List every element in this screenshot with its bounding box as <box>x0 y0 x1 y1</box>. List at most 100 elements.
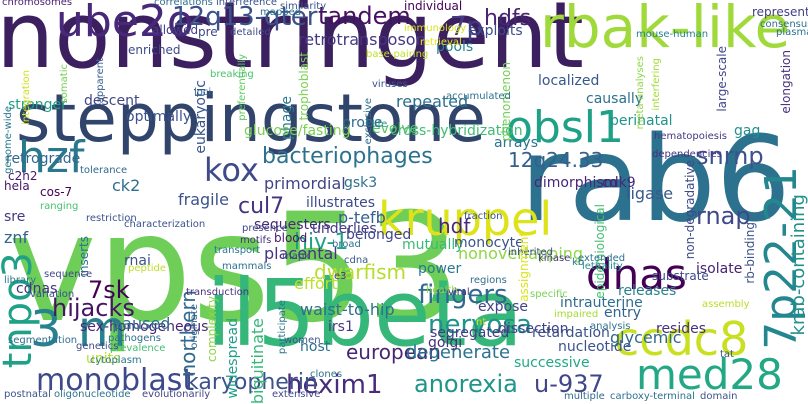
word-library: library <box>4 275 37 286</box>
word-cross-hybridization: cross-hybridization <box>390 123 523 139</box>
word-tolerance: tolerance <box>80 165 128 176</box>
word-somatic: somatic <box>59 64 70 104</box>
word-optimally: optimally <box>126 109 192 125</box>
word-nervosa: nervosa <box>428 310 532 340</box>
word-regions: regions <box>470 275 507 286</box>
word-assignment: assignment <box>517 232 531 302</box>
word-large-scale: large-scale <box>715 46 729 112</box>
word-successive: successive <box>514 355 590 371</box>
word-breaking: breaking <box>210 69 254 80</box>
word-illustrates: illustrates <box>306 195 376 211</box>
word-rnai: rnai <box>124 253 151 269</box>
word-rnap: rnap <box>696 202 751 230</box>
word-widespread: widespread <box>225 318 241 399</box>
word-represent: represent <box>752 5 808 19</box>
word-hiv-1: hiv-1 <box>294 230 349 255</box>
word-specific: specific <box>530 289 568 300</box>
word-sequesters: sequesters <box>254 217 331 233</box>
word-women: women <box>284 335 321 346</box>
word-cytoplasm: cytoplasm <box>90 355 142 366</box>
word-evolutionarily: evolutionarily <box>142 389 211 400</box>
word-mutually: mutually <box>402 237 464 253</box>
word-units: units <box>86 351 121 367</box>
word-pathogens: pathogens <box>108 333 161 344</box>
word-multiple: multiple <box>564 391 605 402</box>
word-ubiquitinate: ubiquitinate <box>248 318 267 404</box>
word-cdna: cdna <box>344 255 369 266</box>
word-12q13-qter: 12q13-qter <box>172 2 318 32</box>
word-similarity: similarity <box>280 1 327 12</box>
word-impaired: impaired <box>554 309 599 320</box>
word-releases: releases <box>618 283 677 299</box>
word-enriched: enriched <box>128 43 181 57</box>
word-nucleotide: nucleotide <box>558 339 632 355</box>
word-genetics: genetics <box>76 341 119 352</box>
word-kox: kox <box>204 151 259 189</box>
word-nt: nt <box>476 317 487 328</box>
word-extended: extended <box>578 253 626 264</box>
word-hijacks: hijacks <box>52 294 135 322</box>
word-non-degradative: non-degradative <box>683 160 697 260</box>
word-arrays: arrays <box>494 135 539 151</box>
word-allowed: allowed <box>152 23 199 37</box>
word-p-tefb: p-tefb <box>338 208 386 227</box>
word-ligase: ligase <box>626 184 674 203</box>
word-lethality: lethality <box>582 261 623 272</box>
word-retrieval: retrieval <box>420 37 462 48</box>
word-descent: descent <box>84 93 140 109</box>
word-immunology: immunology <box>404 23 467 34</box>
word-hdf: hdf <box>438 214 471 238</box>
word-domain: domain <box>700 391 738 402</box>
word-expose: expose <box>478 299 529 315</box>
word-pools: pools <box>436 39 474 55</box>
word-loci: loci <box>194 87 212 98</box>
word-rb-binding: rb-binding <box>743 222 757 284</box>
word-retardation: retardation <box>532 325 610 341</box>
word-fragile: fragile <box>178 190 229 209</box>
word-segmentation: segmentation <box>8 335 78 346</box>
word-golgi: golgi <box>428 335 463 351</box>
word-perinatal: perinatal <box>610 113 673 129</box>
word-exploits: exploits <box>468 23 523 39</box>
word-hematopoiesis: hematopoiesis <box>654 131 727 142</box>
word-retrotransposon: retrotransposon <box>298 30 426 49</box>
word-karyopherin: karyopherin <box>186 370 318 395</box>
word-12q24-33: 12q24.33 <box>508 148 604 172</box>
word-kb: kb <box>572 257 585 268</box>
word-motifs: motifs <box>240 235 272 246</box>
word-viral: viral <box>448 287 470 298</box>
word-substrate: substrate <box>652 269 709 283</box>
word-bacteriophages: bacteriophages <box>262 144 433 169</box>
word-gsk3: gsk3 <box>344 175 378 191</box>
word-hzf: hzf <box>18 132 85 183</box>
word-blood: blood <box>274 231 308 245</box>
word-apparent: apparent <box>95 58 106 104</box>
word-mouse-human: mouse-human <box>636 29 709 40</box>
word-degenerate: degenerate <box>406 342 511 363</box>
word-placental: placental <box>264 244 338 263</box>
word-sex-homogeneous: sex-homogeneous <box>80 319 209 335</box>
word-anorexia: anorexia <box>414 370 518 398</box>
word-vps53: vps53 <box>8 182 462 356</box>
word-cos-7: cos-7 <box>40 185 73 199</box>
word-mapk: mapk <box>282 251 311 262</box>
word-assembly: assembly <box>702 299 750 310</box>
word-effort: effort <box>294 274 338 293</box>
word-cdnas: cdnas <box>16 281 58 297</box>
word-base-pairing: base-pairing <box>366 49 429 60</box>
word-epidemiological: epidemiological <box>593 204 607 299</box>
word-inherited: inherited <box>508 247 553 258</box>
word-presence: presence <box>242 223 288 234</box>
word-dimorphism: dimorphism <box>534 175 618 191</box>
word-monoblast: monoblast <box>36 363 195 398</box>
word-c2h2: c2h2 <box>8 169 38 183</box>
word-ck2: ck2 <box>112 176 141 195</box>
word-gag: gag <box>734 123 761 139</box>
word-nonoverlapping: nonoverlapping <box>458 244 584 263</box>
word-e3: e3 <box>334 271 347 282</box>
word-power: power <box>418 261 462 277</box>
word-oligonucleotide: oligonucleotide <box>54 389 131 400</box>
word-carboxy-terminal: carboxy-terminal <box>610 391 695 402</box>
word-sequence: sequence <box>44 269 93 280</box>
word-paused: paused <box>112 314 171 333</box>
